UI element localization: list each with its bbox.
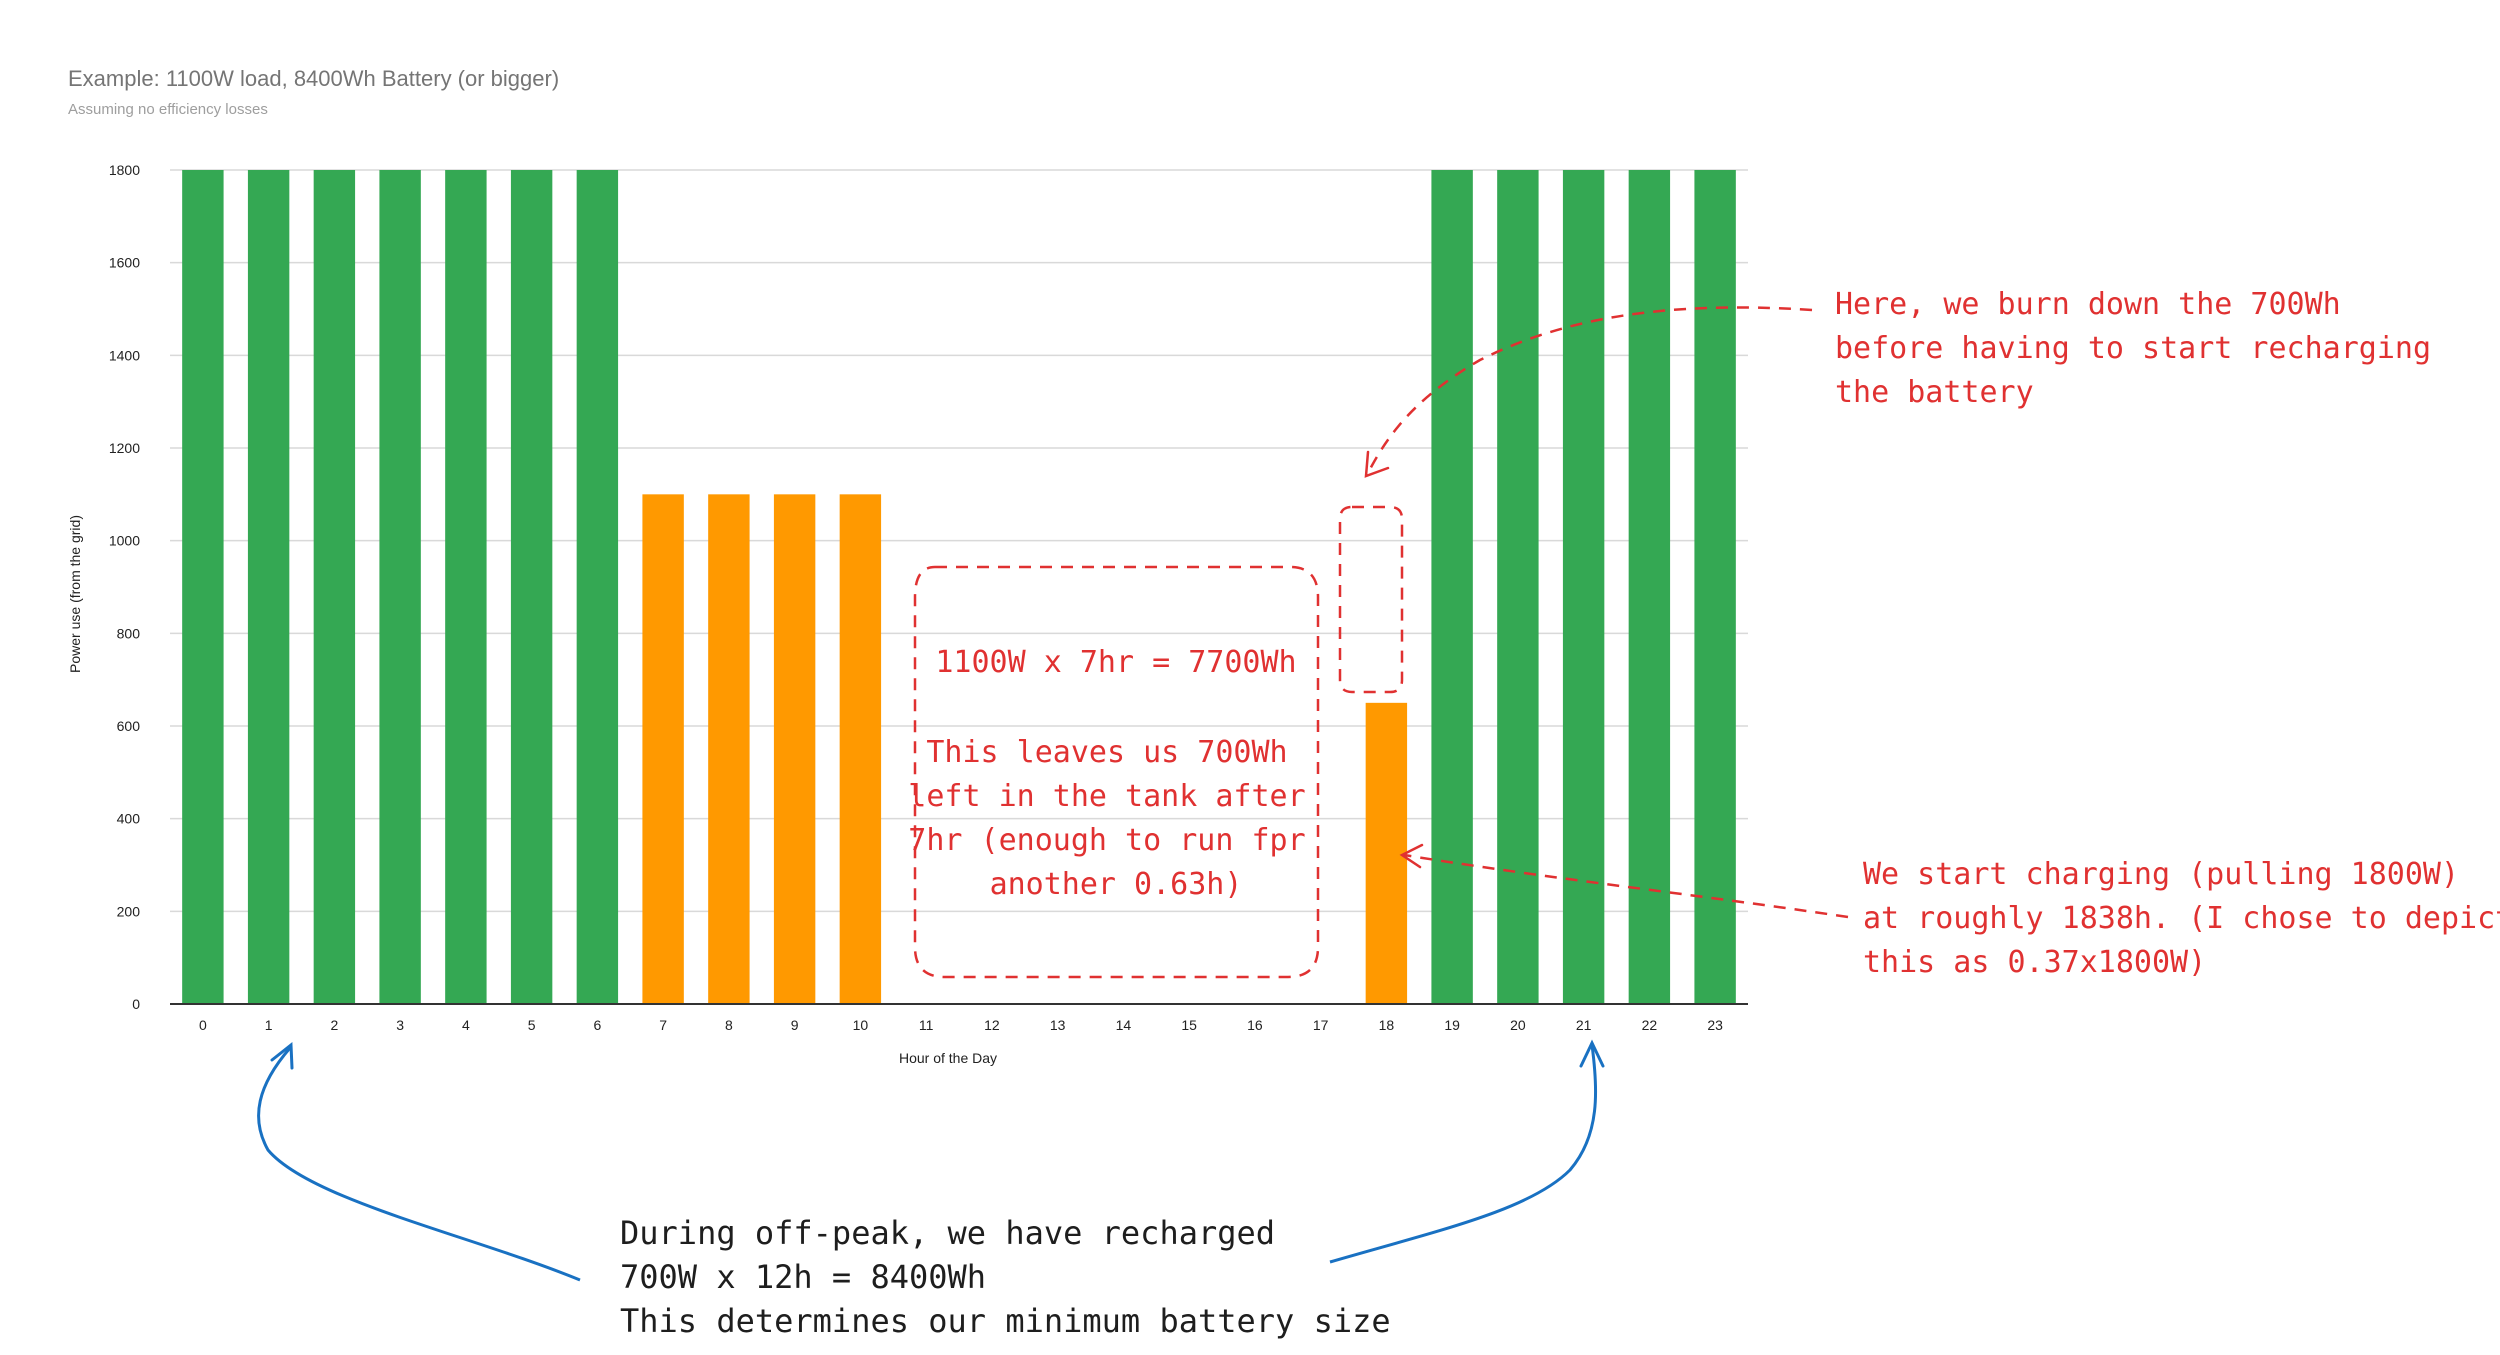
x-tick-label: 20 bbox=[1510, 1017, 1526, 1033]
x-tick-label: 2 bbox=[330, 1017, 338, 1033]
x-tick-label: 9 bbox=[791, 1017, 799, 1033]
x-tick-label: 1 bbox=[265, 1017, 273, 1033]
annotation-center-box bbox=[913, 565, 1320, 979]
x-tick-label: 10 bbox=[853, 1017, 869, 1033]
arrow-to-burn-down-box bbox=[1366, 306, 1813, 474]
x-tick-label: 11 bbox=[919, 1017, 934, 1033]
x-tick-label: 8 bbox=[725, 1017, 733, 1033]
x-tick-label: 0 bbox=[199, 1017, 207, 1033]
arrow-to-evening-bars bbox=[1329, 1044, 1598, 1264]
chart-subtitle: Assuming no efficiency losses bbox=[68, 101, 268, 118]
bar-hour-6 bbox=[576, 170, 619, 1004]
bar-hour-4 bbox=[445, 170, 487, 1004]
arrow-head-hour-18 bbox=[1399, 843, 1424, 869]
annotation-bottom-line: During off-peak, we have recharged bbox=[620, 1214, 1275, 1252]
x-tick-label: 12 bbox=[984, 1017, 1000, 1033]
bar-hour-1 bbox=[247, 170, 290, 1004]
bars bbox=[182, 170, 1736, 1004]
x-axis-ticks: 0 1 2 3 4 5 6 7 8 9 10 11 12 13 14 15 16 17 18 19 20 21 22 23 bbox=[199, 1017, 1723, 1033]
arrow-head-morning bbox=[270, 1042, 294, 1070]
bar-hour-5 bbox=[510, 170, 553, 1004]
x-tick-label: 21 bbox=[1576, 1017, 1592, 1033]
x-tick-label: 7 bbox=[659, 1017, 667, 1033]
annotation-top-right: Here, we burn down the 700Wh before havi… bbox=[1835, 287, 2449, 410]
x-tick-label: 22 bbox=[1642, 1017, 1658, 1033]
bar-hour-10 bbox=[839, 494, 882, 1004]
annotation-box-text: This leaves us 700Wh left in the tank af… bbox=[908, 735, 1323, 902]
bar-hour-22 bbox=[1628, 170, 1671, 1004]
annotation-box-line: left in the tank after bbox=[908, 779, 1305, 814]
arrow-to-hour-18-bar bbox=[1403, 853, 1849, 919]
annotation-top-right-line: Here, we burn down the 700Wh bbox=[1835, 287, 2341, 322]
bar-hour-0 bbox=[182, 170, 224, 1004]
grid-lines bbox=[170, 169, 1748, 913]
x-tick-label: 23 bbox=[1707, 1017, 1723, 1033]
chart-title: Example: 1100W load, 8400Wh Battery (or … bbox=[68, 66, 559, 91]
x-tick-label: 6 bbox=[593, 1017, 601, 1033]
y-tick-label: 1600 bbox=[109, 255, 140, 271]
bar-hour-18 bbox=[1365, 702, 1408, 1004]
x-tick-label: 19 bbox=[1444, 1017, 1460, 1033]
annotation-top-right-line: the battery bbox=[1835, 375, 2034, 410]
bar-hour-7 bbox=[642, 494, 684, 1004]
annotation-mid-right-line: this as 0.37x1800W) bbox=[1863, 945, 2206, 980]
annotation-mid-right-line: at roughly 1838h. (I chose to depict bbox=[1863, 901, 2500, 936]
x-tick-label: 5 bbox=[528, 1017, 536, 1033]
bar-hour-21 bbox=[1562, 170, 1605, 1004]
bar-hour-19 bbox=[1431, 170, 1473, 1004]
bar-hour-8 bbox=[708, 494, 750, 1004]
x-tick-label: 13 bbox=[1050, 1017, 1066, 1033]
y-tick-label: 200 bbox=[117, 903, 141, 919]
annotation-box-line: 7hr (enough to run fpr bbox=[908, 823, 1305, 858]
annotation-bottom-line: This determines our minimum battery size bbox=[620, 1302, 1391, 1340]
annotation-bottom: During off-peak, we have recharged 700W … bbox=[620, 1214, 1391, 1340]
y-tick-label: 400 bbox=[117, 811, 141, 827]
bar-hour-3 bbox=[379, 170, 421, 1004]
x-tick-label: 17 bbox=[1313, 1017, 1329, 1033]
y-tick-label: 800 bbox=[117, 625, 141, 641]
bar-hour-20 bbox=[1497, 170, 1539, 1004]
y-tick-label: 1400 bbox=[109, 347, 140, 363]
annotation-bottom-line: 700W x 12h = 8400Wh bbox=[620, 1258, 986, 1296]
annotation-box-equation: 1100W x 7hr = 7700Wh bbox=[935, 645, 1296, 680]
y-tick-label: 1800 bbox=[109, 162, 140, 178]
arrow-head-evening bbox=[1579, 1039, 1605, 1068]
x-axis-label: Hour of the Day bbox=[899, 1050, 997, 1066]
bar-hour-2 bbox=[313, 170, 356, 1004]
x-tick-label: 4 bbox=[462, 1017, 470, 1033]
y-tick-label: 1000 bbox=[109, 533, 140, 549]
x-tick-label: 16 bbox=[1247, 1017, 1263, 1033]
bar-hour-9 bbox=[773, 494, 816, 1004]
x-tick-label: 18 bbox=[1379, 1017, 1395, 1033]
y-axis-label: Power use (from the grid) bbox=[67, 515, 83, 673]
annotation-mid-right: We start charging (pulling 1800W) at rou… bbox=[1863, 857, 2500, 980]
annotation-burn-down-box bbox=[1338, 505, 1404, 694]
y-axis-ticks: 0 200 400 600 800 1000 1200 1400 1600 1800 bbox=[109, 162, 140, 1012]
x-tick-label: 15 bbox=[1181, 1017, 1197, 1033]
y-tick-label: 1200 bbox=[109, 440, 140, 456]
annotation-box-line: another 0.63h) bbox=[990, 867, 1243, 902]
x-tick-label: 3 bbox=[396, 1017, 404, 1033]
annotation-top-right-line: before having to start recharging bbox=[1835, 331, 2431, 366]
bar-hour-23 bbox=[1694, 170, 1736, 1004]
y-tick-label: 0 bbox=[132, 996, 140, 1012]
annotation-mid-right-line: We start charging (pulling 1800W) bbox=[1863, 857, 2459, 892]
arrow-head-burn-down bbox=[1364, 450, 1390, 478]
arrow-to-morning-bars bbox=[257, 1047, 581, 1282]
y-tick-label: 600 bbox=[117, 718, 141, 734]
x-tick-label: 14 bbox=[1116, 1017, 1132, 1033]
annotation-box-line: This leaves us 700Wh bbox=[926, 735, 1287, 770]
